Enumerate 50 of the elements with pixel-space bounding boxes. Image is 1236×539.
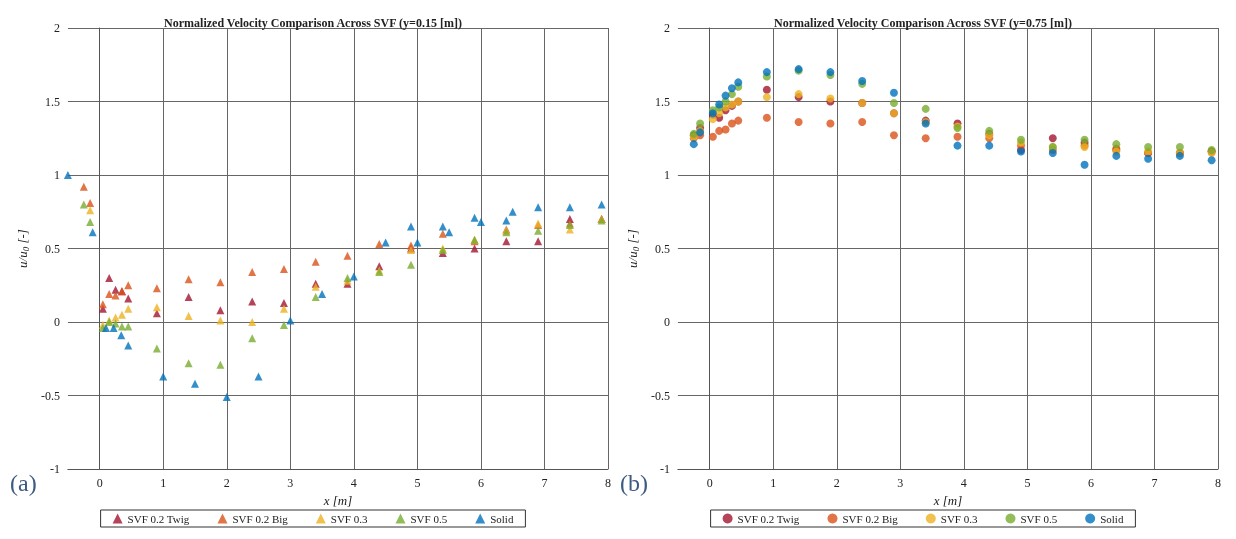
x-axis-title: x [m] [322,492,353,508]
x-tick-label: 3 [897,476,904,490]
y-tick-label: 0.5 [44,241,60,256]
legend-label: SVF 0.2 Big [232,512,289,525]
y-tick-label: 0.5 [654,241,670,256]
x-axis-title: x [m] [932,492,963,508]
text: (a) [10,470,37,496]
x-tick-label: 2 [833,476,840,490]
x-tick-label: 8 [605,476,611,490]
y-tick-label: 2 [53,21,60,35]
chart-title: Normalized Velocity Comparison Across SVF (y=0.15 [m]) [164,16,462,30]
y-tick-label: 0 [663,315,670,329]
x-tick-label: 3 [287,476,294,490]
legend-label: SVF 0.2 Big [842,512,899,525]
y-tick-label: -0.5 [40,388,60,403]
x-tick-label: 8 [1215,476,1221,490]
x-tick-label: 6 [477,476,484,490]
text: (b) [620,470,648,496]
legend-label: SVF 0.5 [410,512,448,525]
legend-label: SVF 0.3 [940,512,978,525]
y-tick-label: -1 [49,462,60,476]
legend-label: SVF 0.3 [330,512,368,525]
x-tick-label: 0 [96,476,103,490]
y-axis-title: u/u0 [-] [625,229,641,268]
y-tick-label: 1 [53,168,60,182]
x-tick-label: 7 [1151,476,1158,490]
x-tick-label: 1 [770,476,777,490]
x-tick-label: 5 [1024,476,1031,490]
x-tick-label: 6 [1087,476,1094,490]
x-tick-label: 0 [706,476,713,490]
y-tick-label: 1.5 [654,94,670,109]
y-tick-label: 0 [53,315,60,329]
chart-title: Normalized Velocity Comparison Across SVF (y=0.75 [m]) [774,16,1072,30]
x-tick-label: 4 [960,476,967,490]
y-tick-label: 2 [663,21,670,35]
legend-label: SVF 0.2 Twig [127,512,190,525]
y-tick-label: -0.5 [650,388,670,403]
legend-label: Solid [490,512,514,525]
y-tick-label: 1.5 [44,94,60,109]
y-tick-label: 1 [663,168,670,182]
legend-label: SVF 0.5 [1020,512,1058,525]
y-axis-title: u/u0 [-] [15,229,31,268]
x-tick-label: 4 [350,476,357,490]
x-tick-label: 7 [541,476,548,490]
legend-label: SVF 0.2 Twig [737,512,800,525]
x-tick-label: 2 [223,476,230,490]
x-tick-label: 1 [160,476,167,490]
legend-label: Solid [1100,512,1124,525]
x-tick-label: 5 [414,476,421,490]
y-tick-label: -1 [659,462,670,476]
